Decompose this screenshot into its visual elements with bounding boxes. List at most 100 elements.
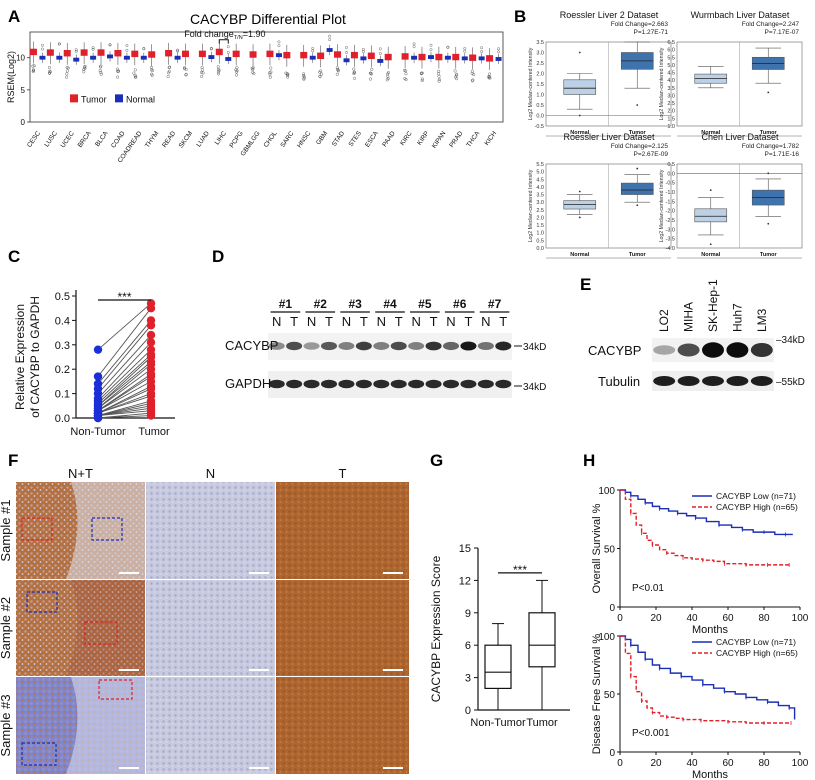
tumor-outlier <box>437 79 441 83</box>
panel-a-category-label: PAAD <box>381 130 397 148</box>
normal-outlier <box>176 49 179 53</box>
tumor-outlier <box>48 70 52 74</box>
normal-box <box>360 56 367 61</box>
cell-line-label: Huh7 <box>730 303 744 332</box>
legend-label: CACYBP Low (n=71) <box>716 637 796 647</box>
tumor-outlier <box>31 64 35 68</box>
panel-a-category-label: CESC <box>26 130 42 149</box>
panel-a-category-label: UCEC <box>60 130 76 149</box>
tumor-box <box>418 53 426 61</box>
ihc-image <box>276 482 409 579</box>
legend-swatch-tumor <box>70 94 78 103</box>
normal-outlier <box>497 47 500 51</box>
tissue-region <box>66 482 145 579</box>
panel-c-ytick-label: 0.1 <box>55 389 70 401</box>
normal-box <box>444 55 451 60</box>
normal-outlier <box>480 46 484 50</box>
panel-b-ytick-label: 3.5 <box>667 86 675 92</box>
tumor-box <box>232 50 240 58</box>
panel-b-ytick-label: 4.5 <box>536 177 544 183</box>
panel-h-xtick-label: 80 <box>758 613 770 624</box>
panel-a-category-label: READ <box>161 130 177 149</box>
panel-c-ytick-label: 0.3 <box>55 340 70 352</box>
gapdh-band <box>442 379 460 389</box>
tumor-outlier <box>455 77 459 81</box>
tumor-outlier <box>183 67 187 71</box>
panel-c-ytick-label: 0.0 <box>55 413 70 425</box>
tumor-outlier <box>336 69 340 73</box>
tumor-outlier <box>488 76 492 80</box>
panel-h-ytick-label: 100 <box>598 486 615 497</box>
tumor-outlier <box>31 70 35 74</box>
panel-h-xtick-label: 40 <box>686 758 698 769</box>
cacybp-band <box>286 341 303 351</box>
panel-g-ytick-label: 6 <box>465 640 471 652</box>
panel-c-category-nontumor: Non-Tumor <box>70 426 126 438</box>
panel-a-ytick-label: 0 <box>21 118 26 127</box>
panel-h-xtick-label: 100 <box>792 613 809 624</box>
panel-b-ytick-label: 3.0 <box>667 93 675 99</box>
tumor-outlier <box>200 74 204 78</box>
panel-h-xtick-label: 60 <box>722 613 734 624</box>
normal-box <box>123 55 130 60</box>
panel-c-pair-line <box>97 307 152 377</box>
panel-b-ytick-label: 1.0 <box>536 231 544 237</box>
panel-b-ylabel: Log2 Median-centered Intensity <box>528 47 534 120</box>
panel-b-ytick-label: 3.0 <box>536 51 544 57</box>
normal-outlier <box>378 47 382 51</box>
panel-c-pair-line <box>97 363 152 409</box>
panel-g-significance: *** <box>513 563 527 577</box>
panel-c-category-tumor: Tumor <box>138 426 170 438</box>
panel-b-ytick-label: -1.0 <box>666 190 675 196</box>
panel-h-xlabel: Months <box>692 769 729 780</box>
panel-b-ytick-label: 2.5 <box>667 101 675 107</box>
normal-box <box>39 55 46 60</box>
tumor-outlier <box>437 74 441 78</box>
tumor-box <box>384 53 392 61</box>
cacybp-band <box>355 341 372 351</box>
gapdh-band <box>408 379 425 389</box>
panel-c-pair-line <box>97 356 152 407</box>
panel-g-ylabel: CACYBP Expression Score <box>429 555 443 702</box>
ihc-image <box>146 482 275 579</box>
panel-a-category-label: LUAD <box>195 130 211 148</box>
tumor-outlier <box>150 72 154 76</box>
tumor-outlier <box>386 76 390 80</box>
panel-b-ytick-label: 2.0 <box>536 215 544 221</box>
normal-box <box>326 48 333 52</box>
tumor-box <box>367 52 375 59</box>
gapdh-band <box>373 379 390 389</box>
panel-h-pvalue: P<0.01 <box>632 583 664 594</box>
panel-b-ytick-label: 0.5 <box>536 238 544 244</box>
tumor-outlier <box>217 68 221 72</box>
ihc-region-box <box>26 591 58 613</box>
tumor-outlier <box>216 65 220 69</box>
column-label: N+T <box>68 466 93 481</box>
tumor-box <box>165 50 173 57</box>
tumor-box <box>300 51 308 59</box>
tumor-box <box>29 48 37 56</box>
panel-c-pair-line <box>97 302 152 351</box>
panel-a-category-label: SKCM <box>178 130 195 149</box>
marker-label-55kd: –55kD <box>776 377 805 388</box>
panel-b-ytick-label: 3.5 <box>536 193 544 199</box>
tumor-outlier <box>98 69 102 73</box>
sample-label: #4 <box>383 297 397 311</box>
normal-outlier <box>412 45 416 49</box>
tumor-outlier <box>454 73 458 77</box>
ihc-region-box <box>98 679 133 700</box>
panel-a-ytick-label: 10 <box>16 54 25 63</box>
panel-b-ytick-label: 4.0 <box>667 78 675 84</box>
tumor-outlier <box>470 69 474 73</box>
normal-box <box>309 55 316 60</box>
cacybp-band <box>320 341 338 351</box>
tumor-outlier <box>437 72 441 76</box>
panel-a-category-label: BRCA <box>77 130 93 149</box>
row-label-gapdh: GAPDH <box>225 376 271 391</box>
panel-h-ytick-label: 0 <box>609 603 615 614</box>
panel-h-ytick-label: 100 <box>598 632 615 643</box>
panel-c-tumor-point <box>146 338 156 347</box>
lane-label-t: T <box>290 314 298 329</box>
normal-outlier <box>497 50 500 54</box>
